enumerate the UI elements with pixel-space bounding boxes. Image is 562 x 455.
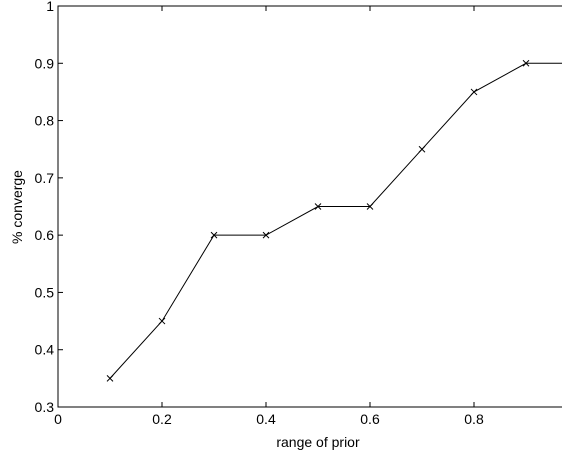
x-tick-label: 0.4 xyxy=(256,411,276,427)
x-axis: 0 0.2 0.4 0.6 0.8 xyxy=(54,6,484,427)
data-point-marker xyxy=(418,145,426,153)
series-group xyxy=(106,59,562,382)
x-axis-label: range of prior xyxy=(276,434,360,450)
data-point-marker xyxy=(210,231,218,239)
data-point-marker xyxy=(522,59,530,67)
data-point-marker xyxy=(158,317,166,325)
plot-area xyxy=(57,5,562,408)
series-line xyxy=(109,62,562,379)
x-tick-label: 0.6 xyxy=(360,411,380,427)
y-tick-label: 0.6 xyxy=(35,227,55,243)
y-tick-label: 0.9 xyxy=(35,55,55,71)
y-tick-label: 0.7 xyxy=(35,170,55,186)
y-axis-label: % converge xyxy=(9,170,25,244)
y-tick-label: 1 xyxy=(46,0,54,14)
y-tick-label: 0.4 xyxy=(35,342,55,358)
x-tick-label: 0.2 xyxy=(152,411,172,427)
data-point-marker xyxy=(366,203,374,210)
x-tick-label: 0 xyxy=(54,411,62,427)
data-point-marker xyxy=(470,88,478,96)
plot-frame xyxy=(57,5,562,408)
y-tick-label: 0.8 xyxy=(35,113,55,129)
data-point-marker xyxy=(262,231,270,239)
y-tick-label: 0.3 xyxy=(35,399,55,415)
x-tick-label: 0.8 xyxy=(464,411,484,427)
data-point-marker xyxy=(106,375,114,382)
y-tick-label: 0.5 xyxy=(35,284,55,300)
y-axis: 0.3 0.4 0.5 0.6 0.7 0.8 0.9 1 xyxy=(35,0,63,415)
data-point-marker xyxy=(314,203,322,210)
